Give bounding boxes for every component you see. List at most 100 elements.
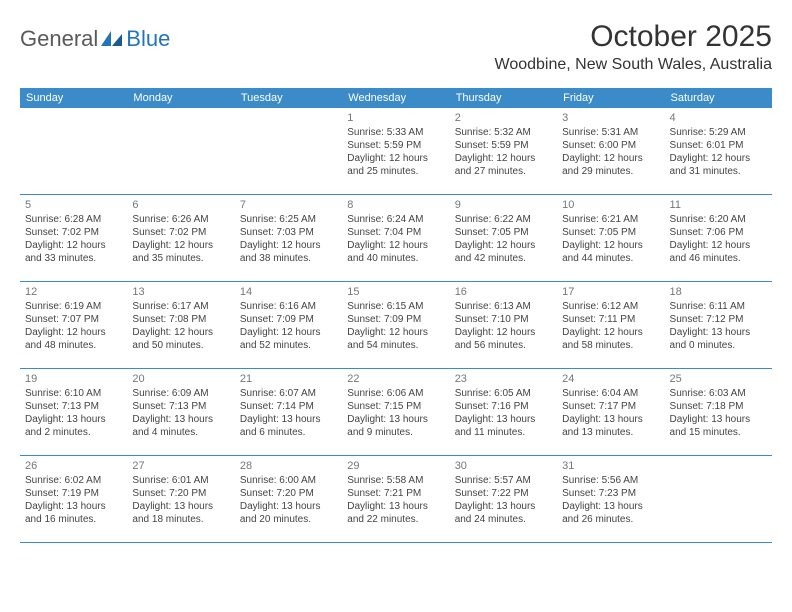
day-info-line: Daylight: 12 hours [455,152,552,165]
day-info-line: and 13 minutes. [562,426,659,439]
day-info-line: Sunrise: 6:00 AM [240,474,337,487]
day-number: 6 [132,198,229,212]
day-info-line: Sunset: 7:20 PM [240,487,337,500]
day-info-line: and 27 minutes. [455,165,552,178]
day-cell: 8Sunrise: 6:24 AMSunset: 7:04 PMDaylight… [342,195,449,281]
day-cell: 31Sunrise: 5:56 AMSunset: 7:23 PMDayligh… [557,456,664,542]
day-info-line: and 58 minutes. [562,339,659,352]
day-number: 16 [455,285,552,299]
day-info-line: and 56 minutes. [455,339,552,352]
day-info-line: and 35 minutes. [132,252,229,265]
day-number: 8 [347,198,444,212]
page: General Blue October 2025 Woodbine, New … [0,0,792,553]
weekday-header: Thursday [450,88,557,108]
day-number: 1 [347,111,444,125]
location: Woodbine, New South Wales, Australia [495,56,772,74]
day-cell: 26Sunrise: 6:02 AMSunset: 7:19 PMDayligh… [20,456,127,542]
day-cell: 17Sunrise: 6:12 AMSunset: 7:11 PMDayligh… [557,282,664,368]
day-info-line: and 40 minutes. [347,252,444,265]
day-info-line: and 26 minutes. [562,513,659,526]
day-info-line: Sunset: 7:15 PM [347,400,444,413]
day-info-line: and 2 minutes. [25,426,122,439]
day-cell: 20Sunrise: 6:09 AMSunset: 7:13 PMDayligh… [127,369,234,455]
day-info-line: Daylight: 13 hours [455,413,552,426]
day-number: 17 [562,285,659,299]
day-info-line: and 38 minutes. [240,252,337,265]
day-number: 29 [347,459,444,473]
day-info-line: Daylight: 12 hours [132,239,229,252]
day-number: 12 [25,285,122,299]
day-info-line: Sunrise: 6:25 AM [240,213,337,226]
day-info-line: Sunrise: 6:01 AM [132,474,229,487]
day-info-line: and 11 minutes. [455,426,552,439]
week-row: 19Sunrise: 6:10 AMSunset: 7:13 PMDayligh… [20,369,772,456]
day-info-line: Sunrise: 6:04 AM [562,387,659,400]
day-info-line: Sunrise: 6:16 AM [240,300,337,313]
day-info-line: and 31 minutes. [670,165,767,178]
day-info-line: and 9 minutes. [347,426,444,439]
day-info-line: Sunset: 7:13 PM [25,400,122,413]
day-info-line: Sunset: 7:03 PM [240,226,337,239]
day-cell: 3Sunrise: 5:31 AMSunset: 6:00 PMDaylight… [557,108,664,194]
day-info-line: and 16 minutes. [25,513,122,526]
day-cell: 23Sunrise: 6:05 AMSunset: 7:16 PMDayligh… [450,369,557,455]
week-row: 26Sunrise: 6:02 AMSunset: 7:19 PMDayligh… [20,456,772,543]
day-info-line: Sunrise: 5:57 AM [455,474,552,487]
day-number: 28 [240,459,337,473]
day-info-line: Sunrise: 6:19 AM [25,300,122,313]
day-info-line: Sunset: 7:07 PM [25,313,122,326]
day-cell: 30Sunrise: 5:57 AMSunset: 7:22 PMDayligh… [450,456,557,542]
day-info-line: Sunset: 7:12 PM [670,313,767,326]
day-number: 10 [562,198,659,212]
day-info-line: and 25 minutes. [347,165,444,178]
day-info-line: Daylight: 13 hours [25,500,122,513]
calendar: SundayMondayTuesdayWednesdayThursdayFrid… [20,88,772,543]
day-info-line: and 22 minutes. [347,513,444,526]
day-info-line: Daylight: 13 hours [347,413,444,426]
day-number: 7 [240,198,337,212]
day-cell: 18Sunrise: 6:11 AMSunset: 7:12 PMDayligh… [665,282,772,368]
day-info-line: Daylight: 13 hours [562,500,659,513]
day-info-line: Daylight: 13 hours [132,500,229,513]
day-info-line: Sunset: 7:05 PM [562,226,659,239]
day-info-line: Sunset: 7:09 PM [240,313,337,326]
weekday-header: Sunday [20,88,127,108]
day-number: 21 [240,372,337,386]
day-info-line: and 42 minutes. [455,252,552,265]
day-info-line: Sunrise: 5:58 AM [347,474,444,487]
day-number: 5 [25,198,122,212]
day-info-line: Sunrise: 6:24 AM [347,213,444,226]
day-number: 13 [132,285,229,299]
day-info-line: Sunset: 7:21 PM [347,487,444,500]
day-number: 2 [455,111,552,125]
day-cell: 5Sunrise: 6:28 AMSunset: 7:02 PMDaylight… [20,195,127,281]
day-info-line: Daylight: 13 hours [670,413,767,426]
logo-text-general: General [20,26,98,52]
day-info-line: and 50 minutes. [132,339,229,352]
week-row: 1Sunrise: 5:33 AMSunset: 5:59 PMDaylight… [20,108,772,195]
day-info-line: Sunrise: 5:33 AM [347,126,444,139]
day-cell: 28Sunrise: 6:00 AMSunset: 7:20 PMDayligh… [235,456,342,542]
day-info-line: Daylight: 12 hours [455,326,552,339]
day-info-line: Daylight: 13 hours [240,413,337,426]
day-info-line: Daylight: 12 hours [240,239,337,252]
day-cell: 2Sunrise: 5:32 AMSunset: 5:59 PMDaylight… [450,108,557,194]
day-info-line: Daylight: 12 hours [132,326,229,339]
weekday-header-row: SundayMondayTuesdayWednesdayThursdayFrid… [20,88,772,108]
day-info-line: Daylight: 13 hours [347,500,444,513]
day-info-line: and 18 minutes. [132,513,229,526]
day-cell: 6Sunrise: 6:26 AMSunset: 7:02 PMDaylight… [127,195,234,281]
logo: General Blue [20,20,170,52]
day-cell: 13Sunrise: 6:17 AMSunset: 7:08 PMDayligh… [127,282,234,368]
day-info-line: Daylight: 12 hours [347,239,444,252]
day-info-line: Daylight: 12 hours [455,239,552,252]
day-info-line: Sunrise: 6:21 AM [562,213,659,226]
day-cell: 11Sunrise: 6:20 AMSunset: 7:06 PMDayligh… [665,195,772,281]
day-info-line: Sunset: 7:06 PM [670,226,767,239]
day-info-line: Sunrise: 6:03 AM [670,387,767,400]
month-title: October 2025 [495,20,772,54]
day-cell: 12Sunrise: 6:19 AMSunset: 7:07 PMDayligh… [20,282,127,368]
empty-cell [235,108,342,194]
day-info-line: and 0 minutes. [670,339,767,352]
weekday-header: Friday [557,88,664,108]
